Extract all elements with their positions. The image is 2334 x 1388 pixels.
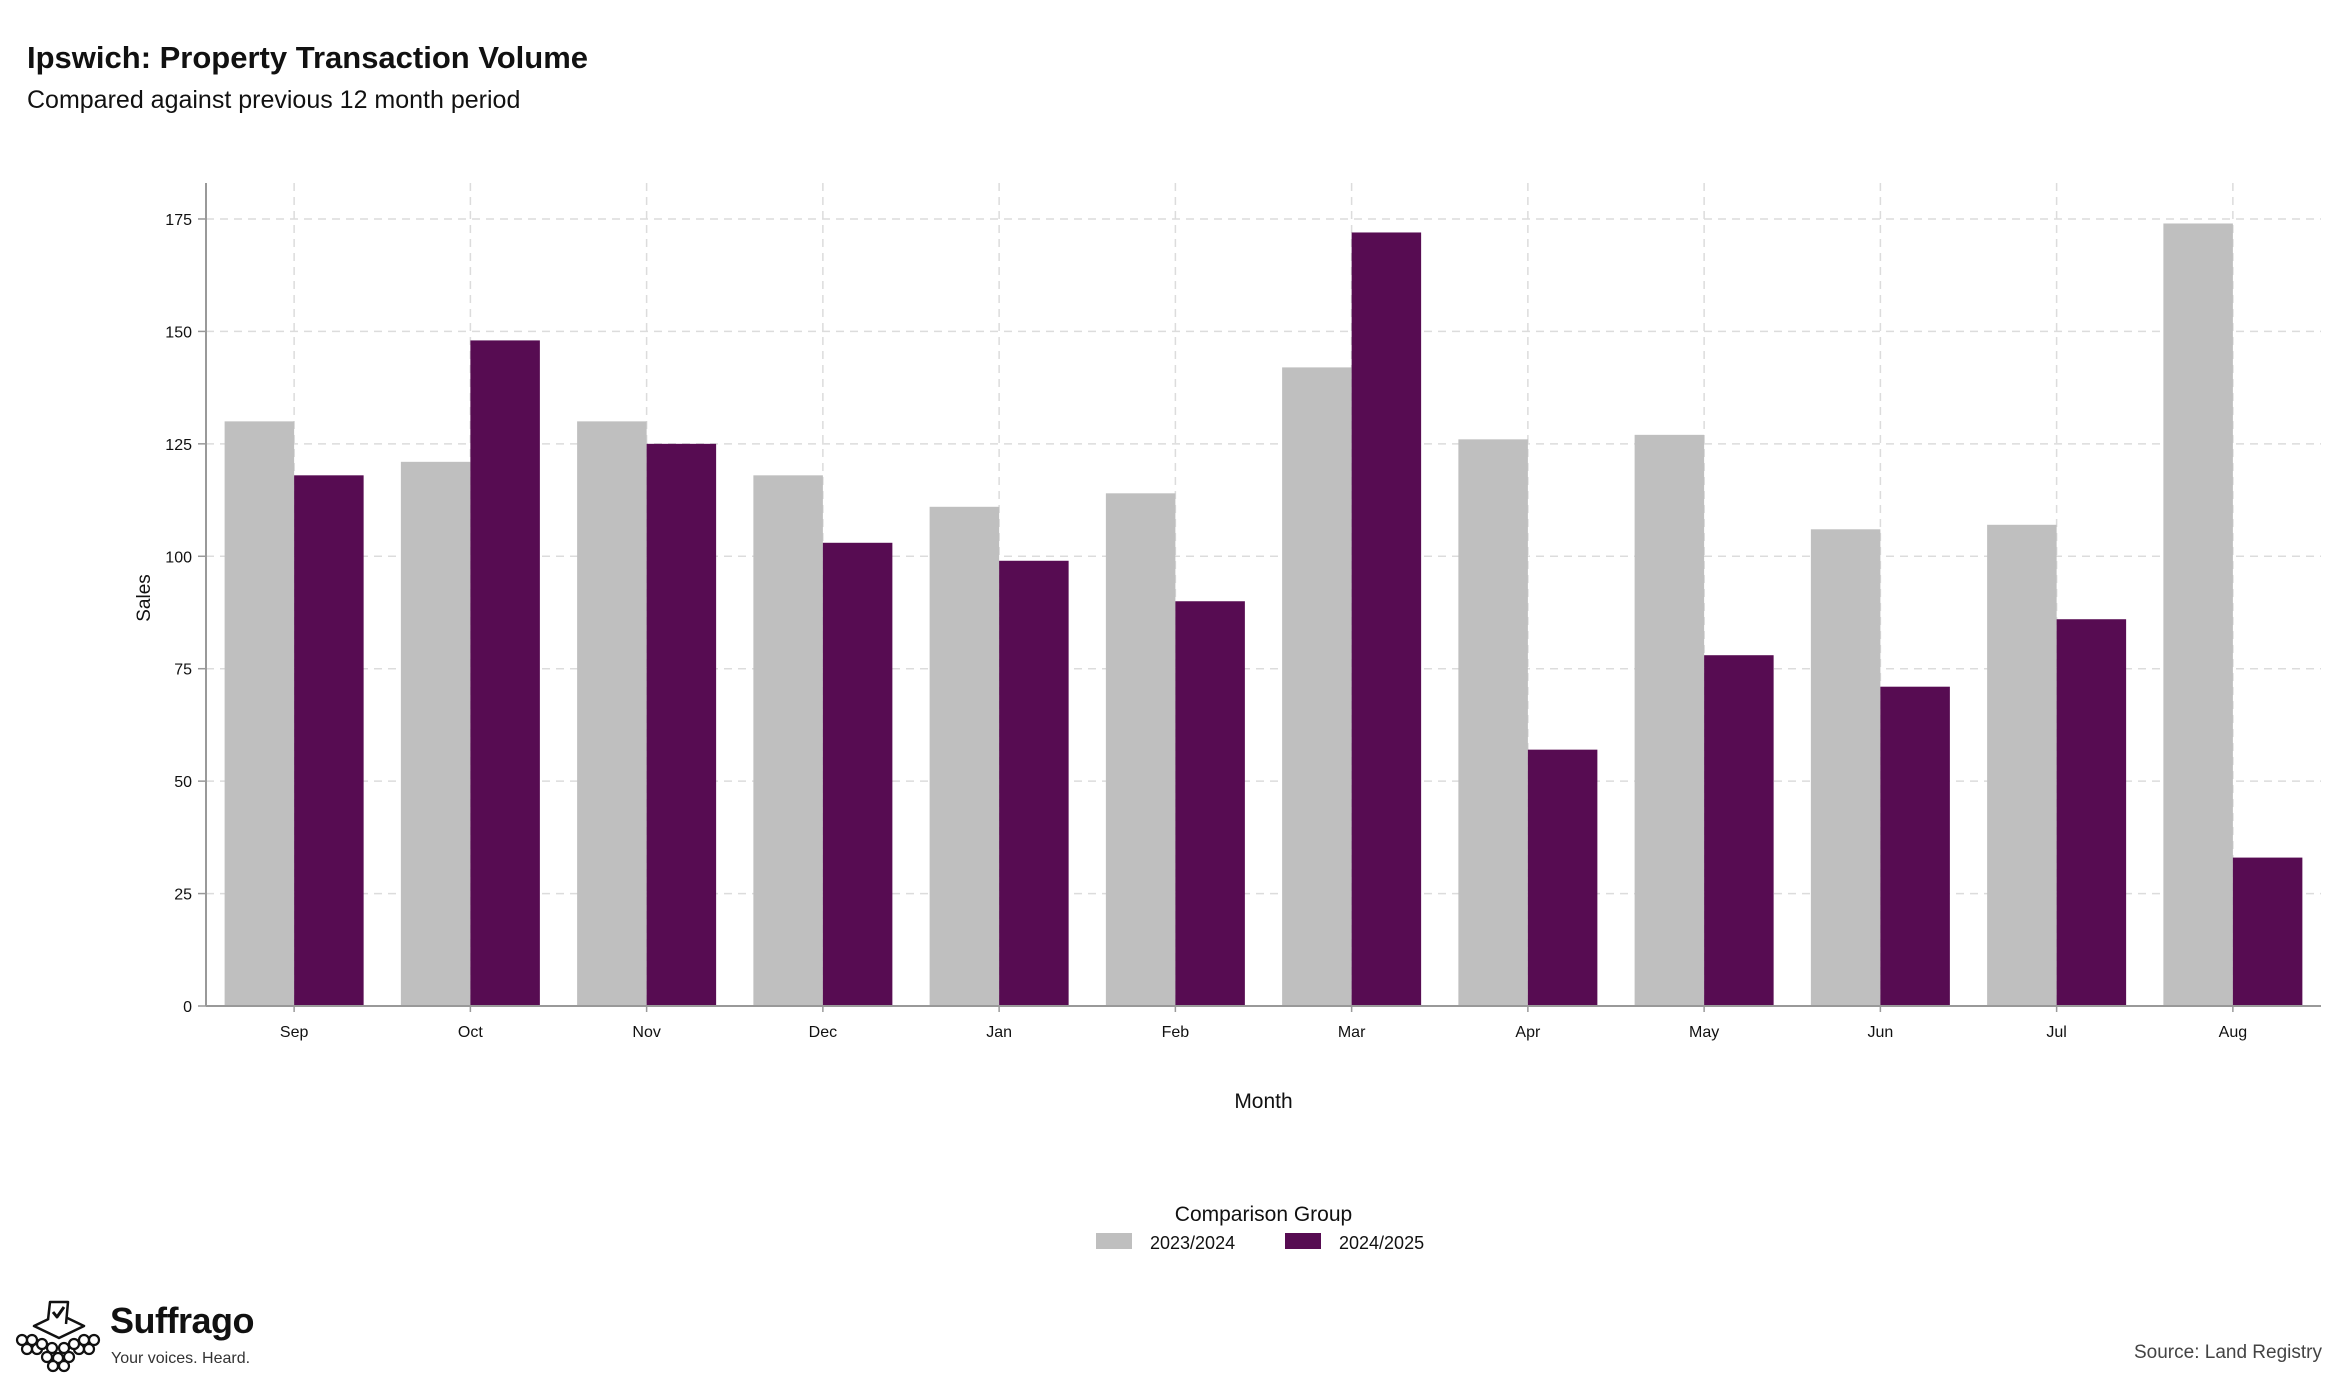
- y-tick-label: 0: [183, 999, 192, 1016]
- x-tick-label: May: [1689, 1024, 1719, 1041]
- bar-2024-2025-nov: [646, 443, 717, 1006]
- bar-2023-2024-oct: [400, 461, 471, 1007]
- x-tick-label: Feb: [1162, 1024, 1190, 1041]
- bar-2023-2024-jan: [929, 506, 1000, 1006]
- bar-2023-2024-may: [1634, 434, 1705, 1006]
- bar-2023-2024-apr: [1458, 439, 1528, 1007]
- bar-2024-2025-dec: [822, 542, 893, 1006]
- bar-2024-2025-jan: [999, 560, 1069, 1006]
- brand-name: Suffrago: [110, 1300, 255, 1341]
- y-tick-label: 175: [165, 212, 192, 229]
- bar-2024-2025-oct: [470, 340, 540, 1006]
- x-tick-label: Jul: [2046, 1024, 2066, 1041]
- brand-tagline: Your voices. Heard.: [111, 1350, 251, 1367]
- x-tick-label: Mar: [1338, 1024, 1366, 1041]
- x-tick-label: Dec: [809, 1024, 837, 1041]
- bar-2023-2024-jun: [1810, 529, 1881, 1006]
- bar-2024-2025-mar: [1351, 232, 1422, 1006]
- y-tick-label: 125: [165, 437, 192, 454]
- bar-2024-2025-jul: [2056, 619, 2127, 1006]
- brand-logo: Suffrago Your voices. Heard.: [14, 1296, 274, 1376]
- bar-2023-2024-jul: [1987, 524, 2057, 1006]
- x-tick-label: Aug: [2219, 1024, 2247, 1041]
- bar-2023-2024-feb: [1105, 493, 1176, 1006]
- legend-title: Comparison Group: [1175, 1203, 1352, 1226]
- bar-2024-2025-apr: [1527, 749, 1598, 1006]
- bar-2024-2025-sep: [294, 475, 364, 1007]
- y-axis-title: Sales: [134, 574, 155, 622]
- chart-title: Ipswich: Property Transaction Volume: [27, 40, 588, 75]
- bar-2023-2024-nov: [577, 421, 647, 1006]
- legend-swatch: [1285, 1233, 1321, 1249]
- legend-swatch: [1096, 1233, 1132, 1249]
- x-tick-label: Apr: [1515, 1024, 1541, 1041]
- bar-2023-2024-mar: [1282, 367, 1352, 1007]
- x-tick-label: Oct: [458, 1024, 483, 1041]
- y-tick-label: 100: [165, 549, 192, 566]
- bar-2023-2024-sep: [224, 421, 295, 1006]
- legend-label: 2024/2025: [1339, 1233, 1424, 1253]
- bar-2024-2025-aug: [2232, 857, 2303, 1006]
- legend-label: 2023/2024: [1150, 1233, 1235, 1253]
- bar-2024-2025-feb: [1175, 601, 1245, 1006]
- bar-2023-2024-aug: [2163, 223, 2233, 1006]
- y-tick-label: 75: [174, 662, 192, 679]
- chart-subtitle: Compared against previous 12 month perio…: [27, 86, 521, 114]
- x-tick-label: Jun: [1867, 1024, 1893, 1041]
- bar-2024-2025-jun: [1880, 686, 1950, 1006]
- y-tick-label: 25: [174, 887, 192, 904]
- x-tick-label: Jan: [986, 1024, 1012, 1041]
- bar-2024-2025-may: [1704, 655, 1774, 1006]
- y-tick-label: 50: [174, 774, 192, 791]
- ballot-box-logo-icon: [15, 1300, 101, 1373]
- x-axis-title: Month: [1234, 1090, 1292, 1113]
- bar-2023-2024-dec: [753, 475, 823, 1007]
- x-tick-label: Nov: [632, 1024, 660, 1041]
- y-tick-label: 150: [165, 324, 192, 341]
- source-note: Source: Land Registry: [2134, 1342, 2322, 1363]
- x-tick-label: Sep: [280, 1024, 309, 1041]
